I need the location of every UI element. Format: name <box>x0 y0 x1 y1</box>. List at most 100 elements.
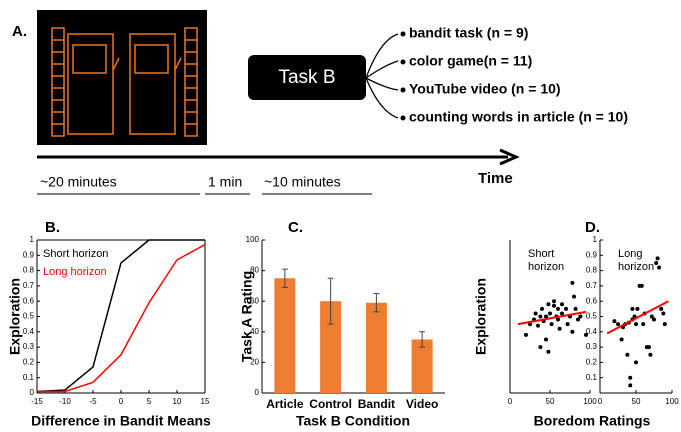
fit-line <box>607 301 668 333</box>
y-tick-label: 0 <box>255 388 260 397</box>
task-item: counting words in article (n = 10) <box>409 109 628 125</box>
y-tick-label: 0.4 <box>23 327 35 336</box>
point <box>616 322 620 326</box>
point <box>634 322 638 326</box>
y-tick-label: 0.5 <box>23 312 35 321</box>
panel-label: D. <box>585 219 600 236</box>
x-axis-label: Boredom Ratings <box>534 413 651 429</box>
x-tick-label: -10 <box>59 397 71 406</box>
point <box>546 350 550 354</box>
point <box>540 307 544 311</box>
x-tick-label: 0 <box>508 397 513 406</box>
legend-entry: Short horizon <box>43 248 108 260</box>
x-tick-label: 0 <box>598 397 603 406</box>
point <box>558 327 562 331</box>
bullet <box>401 32 406 37</box>
point <box>570 281 574 285</box>
point <box>620 337 624 341</box>
x-tick-label: 100 <box>665 397 679 406</box>
point <box>661 311 665 315</box>
y-tick-label: 0.9 <box>23 250 35 259</box>
x-axis-label: Difference in Bandit Means <box>31 413 211 429</box>
x-axis-label: Task B Condition <box>296 413 410 429</box>
y-tick-label: 0.7 <box>23 281 35 290</box>
y-tick-label: 0.1 <box>586 373 598 382</box>
point <box>640 284 644 288</box>
y-tick-label: 0.8 <box>23 266 35 275</box>
point <box>552 299 556 303</box>
legend-entry: Long horizon <box>43 266 107 278</box>
point <box>612 319 616 323</box>
task-item: YouTube video (n = 10) <box>409 81 561 97</box>
x-tick-label: -5 <box>89 397 97 406</box>
point <box>560 302 564 306</box>
point <box>654 261 658 265</box>
bar <box>366 303 387 393</box>
x-tick-label: 0 <box>119 397 124 406</box>
x-tick-label: 50 <box>546 397 555 406</box>
point <box>570 330 574 334</box>
point <box>630 307 634 311</box>
point <box>657 266 661 270</box>
y-tick-label: 0.5 <box>586 312 598 321</box>
point <box>578 315 582 319</box>
task-illustration <box>37 10 207 145</box>
point <box>628 383 632 387</box>
point <box>534 311 538 315</box>
y-tick-label: 80 <box>250 266 259 275</box>
annotation: horizon <box>618 261 654 273</box>
y-tick-label: 0.8 <box>586 266 598 275</box>
point <box>663 322 667 326</box>
point <box>560 311 564 315</box>
annotation: Long <box>618 248 642 260</box>
point <box>648 353 652 357</box>
panel-label: B. <box>45 219 60 236</box>
point <box>641 322 645 326</box>
point <box>634 360 638 364</box>
y-axis-label: Exploration <box>473 278 489 355</box>
duration: 1 min <box>208 174 242 190</box>
point <box>538 345 542 349</box>
duration: ~20 minutes <box>40 174 117 190</box>
panel-label: C. <box>288 219 303 236</box>
y-tick-label: 0.7 <box>586 281 598 290</box>
point <box>524 333 528 337</box>
point <box>652 318 656 322</box>
point <box>544 337 548 341</box>
bullet <box>401 60 406 65</box>
point <box>564 307 568 311</box>
panel-label: A. <box>12 23 27 40</box>
y-tick-label: 0 <box>30 388 35 397</box>
bar <box>274 278 295 393</box>
line <box>37 240 205 391</box>
task-b-label: Task B <box>278 67 335 88</box>
task-item: color game(n = 11) <box>409 53 532 69</box>
y-tick-label: 0.6 <box>586 296 598 305</box>
point <box>656 256 660 260</box>
bullet <box>401 88 406 93</box>
y-tick-label: 0.6 <box>23 296 35 305</box>
x-tick-label: -15 <box>31 397 43 406</box>
point <box>550 322 554 326</box>
point <box>572 295 576 299</box>
y-tick-label: 1 <box>30 235 35 244</box>
y-tick-label: 0.2 <box>23 358 35 367</box>
point <box>647 345 651 349</box>
y-tick-label: 0.1 <box>23 373 35 382</box>
point <box>552 304 556 308</box>
point <box>625 353 629 357</box>
y-tick-label: 100 <box>246 235 260 244</box>
fan-lines <box>366 34 398 118</box>
x-tick-label: 10 <box>173 397 182 406</box>
figure: A. Task B Time ~20 minutes 1 min ~10 min… <box>0 0 681 432</box>
task-item: bandit task (n = 9) <box>409 25 528 41</box>
y-tick-label: 1 <box>593 235 598 244</box>
x-tick-label: Video <box>406 397 438 411</box>
y-axis-label: Exploration <box>7 278 23 355</box>
x-tick-label: Control <box>309 397 352 411</box>
point <box>546 302 550 306</box>
point <box>566 322 570 326</box>
point <box>659 307 663 311</box>
y-axis-label: Task A Rating <box>239 271 255 362</box>
duration: ~10 minutes <box>264 174 341 190</box>
